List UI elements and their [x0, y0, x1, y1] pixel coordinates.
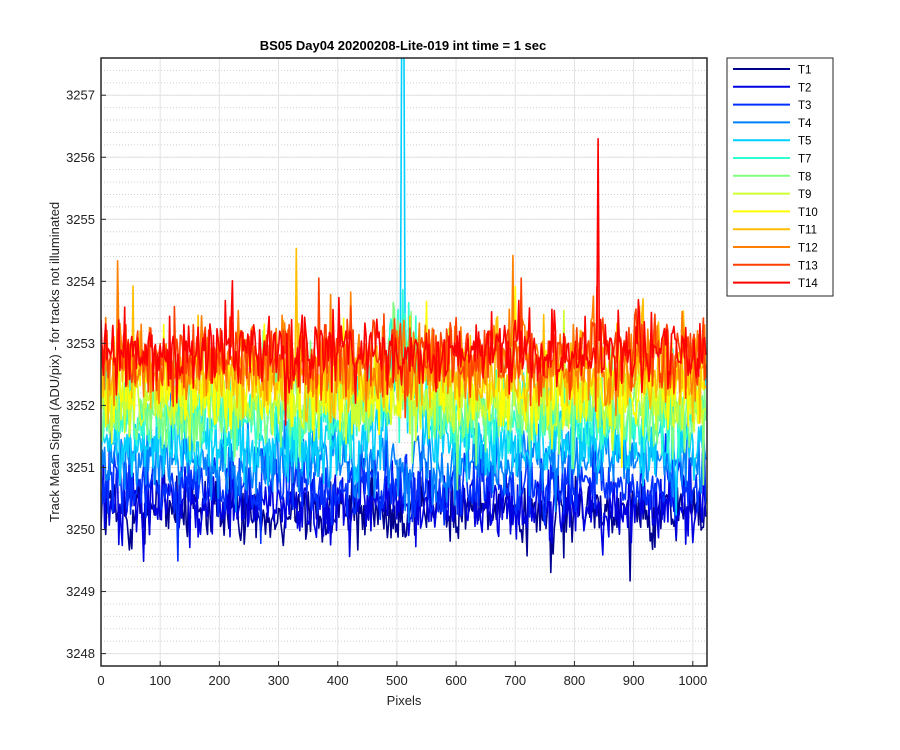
y-tick-label: 3250 [66, 522, 95, 537]
legend-label-t11: T11 [798, 225, 817, 237]
y-tick-label: 3253 [66, 336, 95, 351]
legend-label-t1: T1 [798, 65, 811, 77]
series-line-t14 [101, 137, 707, 426]
x-axis: 0 100 200 300 400 500 600 700 800 900 1000 [97, 661, 707, 688]
y-tick-label: 3254 [66, 274, 95, 289]
x-tick-label: 900 [623, 673, 645, 688]
x-tick-label: 600 [445, 673, 467, 688]
legend-label-t8: T8 [798, 171, 811, 183]
legend-label-t7: T7 [798, 154, 811, 166]
legend-label-t13: T13 [798, 260, 818, 272]
legend-label-t2: T2 [798, 82, 811, 94]
y-tick-label: 3257 [66, 88, 95, 103]
x-tick-label: 0 [97, 673, 104, 688]
x-tick-label: 400 [327, 673, 349, 688]
legend-label-t12: T12 [798, 243, 818, 255]
y-axis: 3248 3249 3250 3251 3252 3253 3254 3255 3256 3257 [66, 88, 106, 661]
legend: T1 T2 T3 T4 T5 T7 T8 T9 T10 T11 T12 T13 T14 [726, 57, 834, 297]
y-tick-label: 3251 [66, 460, 95, 475]
legend-label-t3: T3 [798, 100, 811, 112]
y-tick-label: 3252 [66, 398, 95, 413]
legend-label-t9: T9 [798, 189, 811, 201]
legend-label-t10: T10 [798, 207, 818, 219]
series-line-t3 [101, 416, 707, 562]
plot-area-frame [100, 57, 708, 667]
y-axis-label: Track Mean Signal (ADU/pix) - for tracks… [47, 202, 62, 522]
x-tick-label: 1000 [678, 673, 707, 688]
legend-box [726, 57, 834, 297]
x-axis-label: Pixels [387, 693, 422, 708]
y-tick-label: 3256 [66, 150, 95, 165]
legend-label-t14: T14 [798, 278, 818, 290]
y-tick-label: 3248 [66, 646, 95, 661]
x-tick-label: 300 [268, 673, 290, 688]
chart-title: BS05 Day04 20200208-Lite-019 int time = … [260, 38, 547, 53]
legend-label-t4: T4 [798, 118, 812, 130]
x-tick-label: 800 [564, 673, 586, 688]
x-tick-label: 700 [504, 673, 526, 688]
x-tick-label: 200 [209, 673, 231, 688]
series-layer [101, 58, 707, 582]
x-tick-label: 100 [149, 673, 171, 688]
y-tick-label: 3249 [66, 584, 95, 599]
y-tick-label: 3255 [66, 212, 95, 227]
x-tick-label: 500 [386, 673, 408, 688]
legend-label-t5: T5 [798, 136, 811, 148]
series-line-t12 [101, 254, 707, 417]
